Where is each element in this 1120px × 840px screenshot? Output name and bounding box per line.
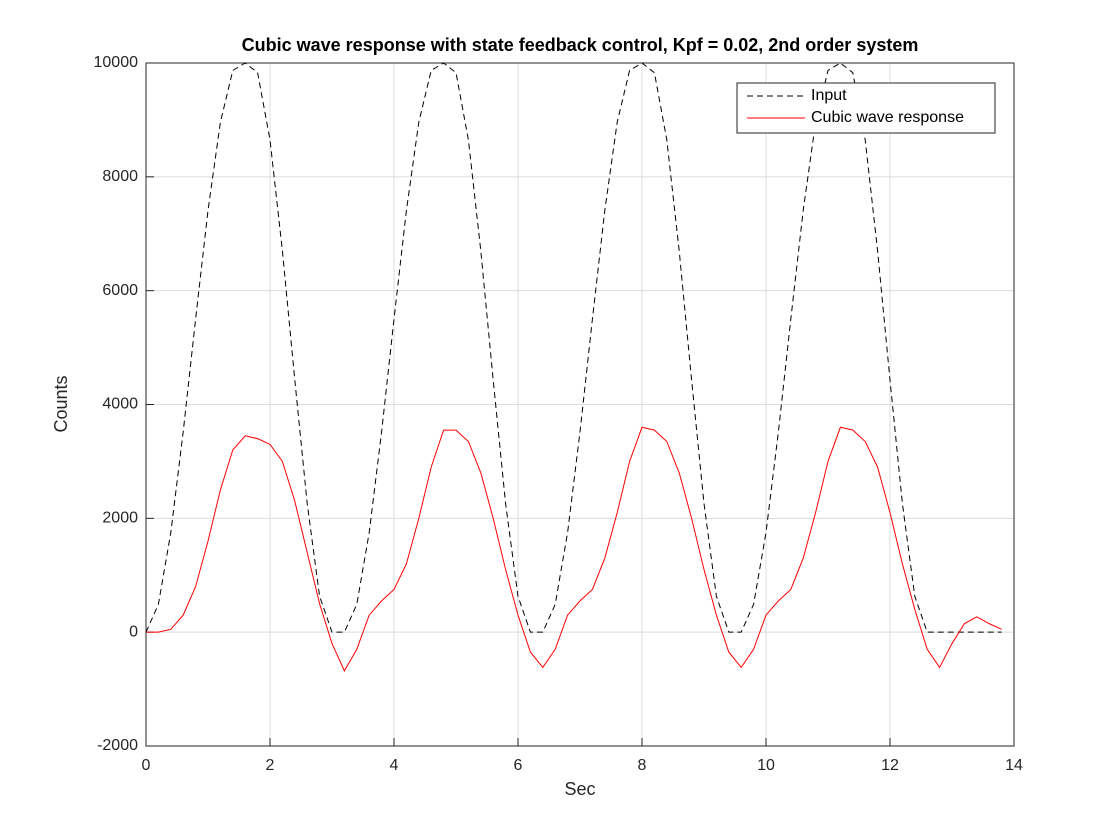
x-tick-label: 12 <box>881 757 899 774</box>
legend-label: Input <box>811 87 847 104</box>
y-tick-label: 4000 <box>102 396 138 413</box>
x-tick-label: 8 <box>638 757 647 774</box>
x-tick-label: 0 <box>142 757 151 774</box>
series-line <box>145 62 1002 633</box>
y-tick-label: 0 <box>129 623 138 640</box>
x-tick-label: 10 <box>757 757 775 774</box>
chart-title: Cubic wave response with state feedback … <box>242 35 919 55</box>
x-tick-label: 6 <box>514 757 523 774</box>
series-line <box>146 426 1002 672</box>
x-axis-label: Sec <box>564 779 595 799</box>
y-tick-label: 10000 <box>94 54 139 71</box>
y-axis-label: Counts <box>51 375 71 432</box>
plot-frame <box>145 62 1015 747</box>
x-tick-label: 2 <box>266 757 275 774</box>
legend-label: Cubic wave response <box>811 109 964 126</box>
y-tick-label: 8000 <box>102 168 138 185</box>
x-tick-label: 14 <box>1005 757 1023 774</box>
legend-box <box>736 82 996 134</box>
y-tick-label: -2000 <box>97 737 138 754</box>
y-tick-label: 6000 <box>102 282 138 299</box>
x-tick-label: 4 <box>390 757 399 774</box>
y-tick-label: 2000 <box>102 510 138 527</box>
